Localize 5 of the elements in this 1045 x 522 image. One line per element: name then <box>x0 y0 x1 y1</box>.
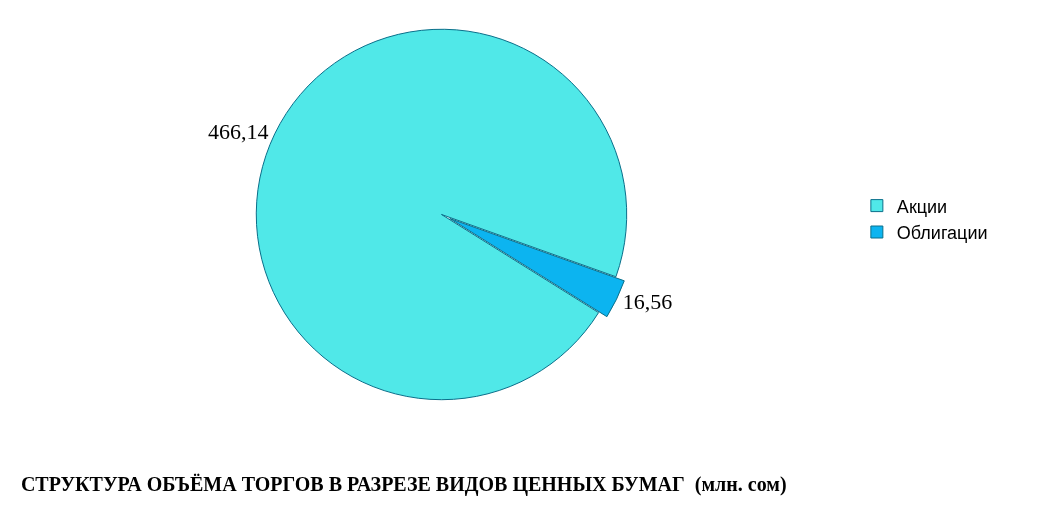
data-label: 466,14 <box>208 118 269 144</box>
legend-label: Акции <box>896 196 948 217</box>
legend-label: Облигации <box>896 223 988 244</box>
data-label: 16,56 <box>622 289 673 315</box>
text: СТРУКТУРА ОБЪЁМА ТОРГОВ В РАЗРЕЗЕ ВИДОВ ЦЕННЫХ БУМАГ (млн. сом) <box>20 472 787 496</box>
